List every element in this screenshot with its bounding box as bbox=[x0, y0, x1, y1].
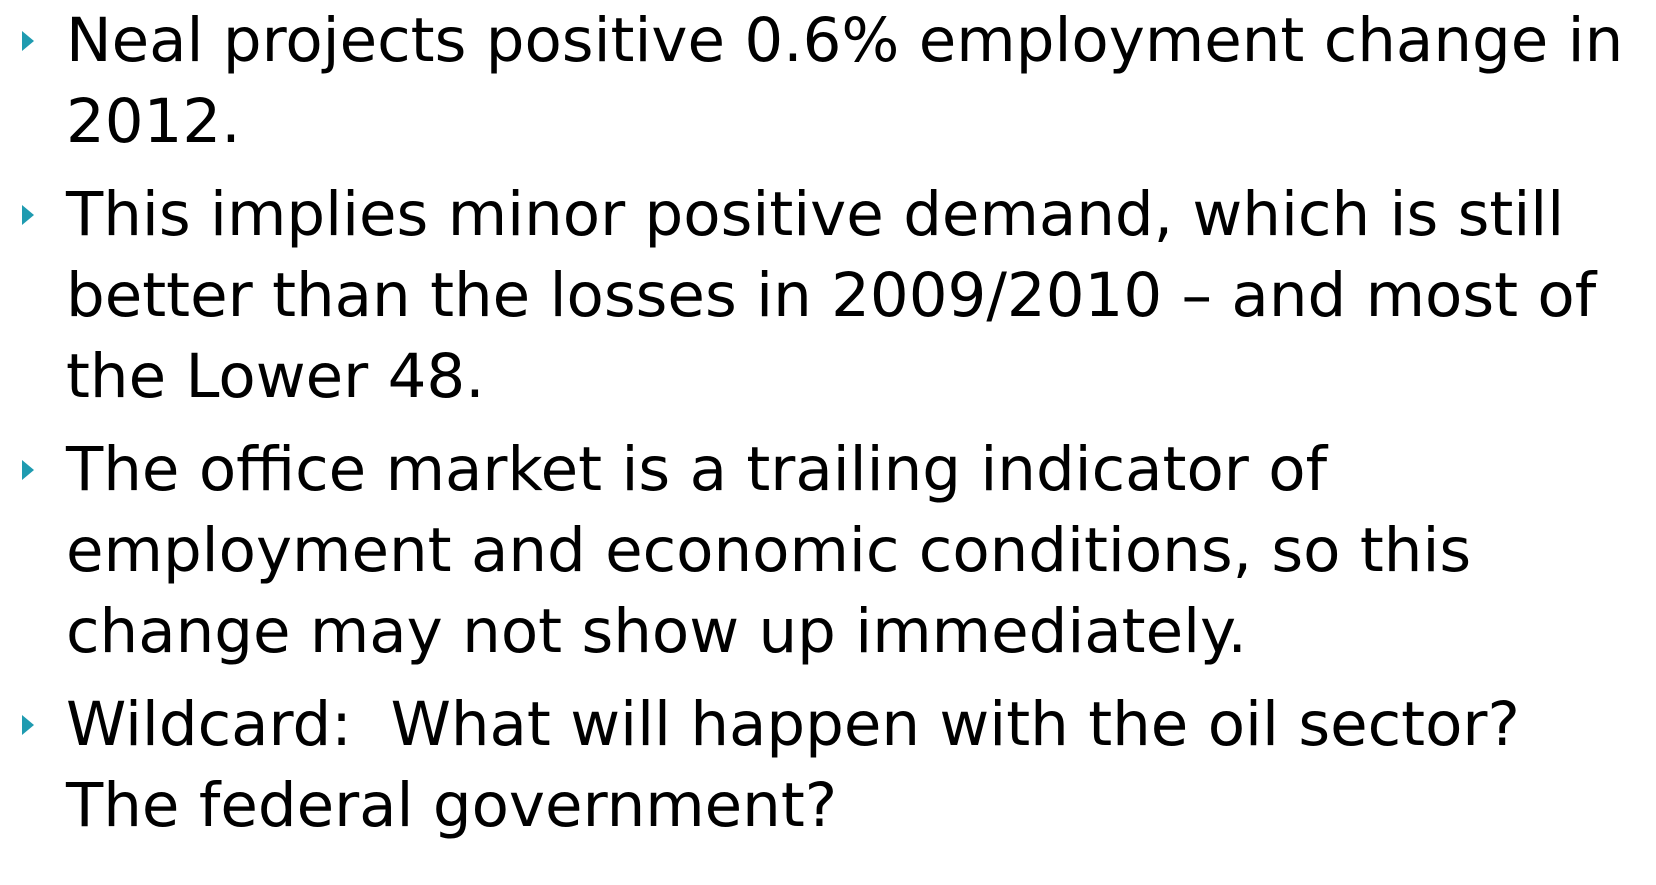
bullet-triangle bbox=[22, 460, 34, 480]
bullet-triangle bbox=[22, 205, 34, 225]
bullet-marker bbox=[22, 715, 34, 735]
bullet-marker bbox=[22, 31, 34, 51]
bullet-text: The office market is a trailing indicato… bbox=[66, 434, 1491, 667]
bullet-triangle bbox=[22, 31, 34, 51]
bullet-item: Wildcard: What will happen with the oil … bbox=[0, 684, 1626, 846]
bullet-triangle bbox=[22, 715, 34, 735]
bullet-item: Neal projects positive 0.6% employment c… bbox=[0, 0, 1626, 162]
bullet-item: The office market is a trailing indicato… bbox=[0, 429, 1626, 672]
bullet-list: Neal projects positive 0.6% employment c… bbox=[0, 0, 1626, 846]
bullet-text: Wildcard: What will happen with the oil … bbox=[66, 689, 1559, 841]
bullet-marker bbox=[22, 205, 34, 225]
bullet-item: This implies minor positive demand, whic… bbox=[0, 174, 1626, 417]
bullet-text: Neal projects positive 0.6% employment c… bbox=[66, 5, 1643, 157]
bullet-marker bbox=[22, 460, 34, 480]
bullet-text: This implies minor positive demand, whic… bbox=[66, 179, 1616, 412]
